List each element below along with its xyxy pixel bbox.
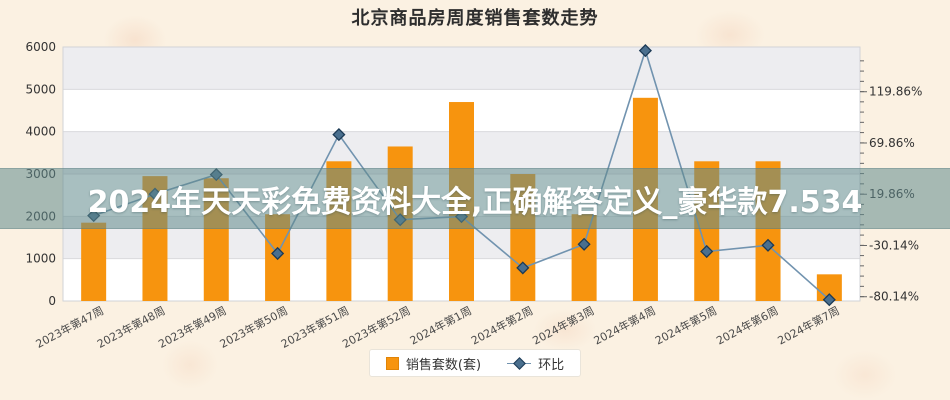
svg-text:2024年第3周: 2024年第3周 xyxy=(530,303,597,347)
line-marker[interactable] xyxy=(638,44,652,58)
svg-text:0: 0 xyxy=(48,294,56,308)
legend-item-ratio[interactable]: 环比 xyxy=(507,354,564,373)
svg-text:69.86%: 69.86% xyxy=(869,136,915,150)
svg-text:2023年第47周: 2023年第47周 xyxy=(33,303,106,351)
legend-box: 销售套数(套) 环比 xyxy=(368,349,582,377)
svg-text:-30.14%: -30.14% xyxy=(869,238,919,252)
svg-text:119.86%: 119.86% xyxy=(869,85,922,99)
chart-title: 北京商品房周度销售套数走势 xyxy=(351,8,599,29)
line-marker[interactable] xyxy=(577,237,591,251)
legend: 销售套数(套) 环比 xyxy=(0,349,950,377)
svg-text:2024年第6周: 2024年第6周 xyxy=(714,303,781,347)
line-series-swatch-icon xyxy=(507,357,532,370)
legend-line-label: 环比 xyxy=(538,357,565,373)
legend-item-sales[interactable]: 销售套数(套) xyxy=(385,354,482,373)
svg-text:6000: 6000 xyxy=(25,40,56,54)
svg-text:2023年第51周: 2023年第51周 xyxy=(278,303,351,351)
legend-bar-label: 销售套数(套) xyxy=(405,357,482,373)
svg-text:1000: 1000 xyxy=(25,252,56,266)
svg-text:2024年第5周: 2024年第5周 xyxy=(653,303,720,347)
line-marker[interactable] xyxy=(761,238,775,252)
svg-text:2024年第2周: 2024年第2周 xyxy=(469,303,536,347)
line-marker[interactable] xyxy=(271,246,285,261)
svg-text:2023年第50周: 2023年第50周 xyxy=(217,303,290,351)
svg-text:2024年第4周: 2024年第4周 xyxy=(591,303,658,347)
svg-text:2023年第48周: 2023年第48周 xyxy=(95,303,168,351)
svg-text:5000: 5000 xyxy=(25,82,56,96)
svg-text:-80.14%: -80.14% xyxy=(869,290,919,304)
x-axis-labels: 2023年第47周2023年第48周2023年第49周2023年第50周2023… xyxy=(33,303,841,351)
svg-text:2023年第49周: 2023年第49周 xyxy=(156,303,229,351)
line-marker[interactable] xyxy=(516,261,530,275)
line-marker[interactable] xyxy=(332,128,346,142)
watermark-text: 2024年天天彩免费资料大全,正确解答定义_豪华款7.534 xyxy=(87,184,863,220)
line-marker[interactable] xyxy=(822,293,836,307)
svg-text:2023年第52周: 2023年第52周 xyxy=(340,303,413,351)
svg-text:2024年第1周: 2024年第1周 xyxy=(407,303,474,347)
svg-text:2024年第7周: 2024年第7周 xyxy=(775,303,842,347)
line-marker[interactable] xyxy=(700,244,714,259)
bar-series-swatch-icon xyxy=(385,356,399,370)
bar[interactable] xyxy=(81,222,107,301)
watermark-banner: 2024年天天彩免费资料大全,正确解答定义_豪华款7.534 xyxy=(0,168,950,229)
svg-text:4000: 4000 xyxy=(25,125,56,139)
